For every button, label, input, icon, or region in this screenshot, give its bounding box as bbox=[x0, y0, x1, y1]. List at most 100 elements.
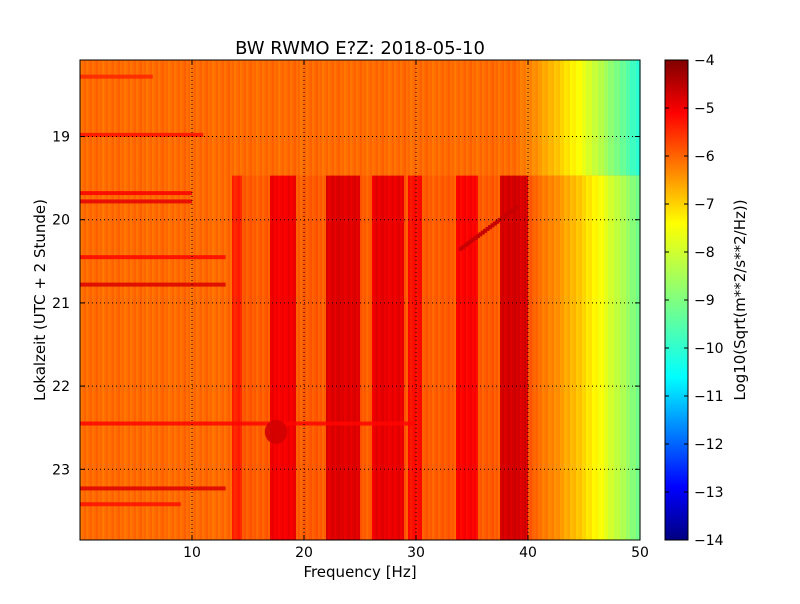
x-axis: 10 20 30 40 50 bbox=[183, 60, 649, 561]
spectrum-column-after bbox=[160, 175, 163, 541]
chirp-segment bbox=[485, 226, 490, 231]
spectrum-column-after bbox=[586, 175, 589, 541]
chirp-segment bbox=[505, 212, 510, 217]
spectrum-column-after bbox=[410, 175, 413, 541]
spectrum-column-before bbox=[170, 60, 173, 176]
chirp-segment bbox=[475, 234, 480, 239]
spectrum-column-before bbox=[636, 60, 639, 176]
spectrum-column-after bbox=[548, 175, 551, 541]
chirp-segment bbox=[502, 214, 507, 219]
spectrum-column-after bbox=[200, 175, 203, 541]
spectrum-column-after bbox=[324, 175, 327, 541]
spectrum-column-after bbox=[342, 175, 345, 541]
horizontal-streak bbox=[80, 282, 226, 287]
spectrum-column-after bbox=[174, 175, 177, 541]
spectrum-column-after bbox=[480, 175, 483, 541]
spectrum-column-after bbox=[632, 175, 635, 541]
spectrum-column-before bbox=[200, 60, 203, 176]
spectrum-column-after bbox=[192, 175, 195, 541]
spectrum-column-before bbox=[80, 60, 83, 176]
spectrum-column-before bbox=[466, 60, 469, 176]
spectrum-column-after bbox=[592, 175, 595, 541]
spectrum-column-before bbox=[588, 60, 591, 176]
spectrum-column-after bbox=[364, 175, 367, 541]
spectrum-column-before bbox=[272, 60, 275, 176]
spectrum-column-before bbox=[98, 60, 101, 176]
spectrum-column-after bbox=[416, 175, 419, 541]
spectrum-column-after bbox=[300, 175, 303, 541]
spectrum-column-after bbox=[560, 175, 563, 541]
spectrum-column-before bbox=[500, 60, 503, 176]
spectrum-column-before bbox=[444, 60, 447, 176]
spectrum-column-after bbox=[502, 175, 505, 541]
spectrum-column-after bbox=[506, 175, 509, 541]
spectrum-column-before bbox=[478, 60, 481, 176]
spectrum-column-before bbox=[550, 60, 553, 176]
spectrum-column-after bbox=[598, 175, 601, 541]
chirp-segment bbox=[461, 245, 466, 250]
spectrum-column-before bbox=[356, 60, 359, 176]
spectrum-column-before bbox=[384, 60, 387, 176]
spectrum-column-before bbox=[616, 60, 619, 176]
chirp-segment bbox=[500, 216, 505, 221]
spectrum-column-after bbox=[258, 175, 261, 541]
horizontal-streak bbox=[80, 74, 153, 79]
spectrum-column-before bbox=[380, 60, 383, 176]
spectrum-column-after bbox=[244, 175, 247, 541]
chirp-segment bbox=[463, 243, 468, 248]
horizontal-streak bbox=[80, 132, 204, 137]
spectrum-column-before bbox=[526, 60, 529, 176]
spectrum-column-before bbox=[180, 60, 183, 176]
spectrum-column-before bbox=[94, 60, 97, 176]
spectrum-column-before bbox=[518, 60, 521, 176]
spectrum-column-before bbox=[484, 60, 487, 176]
colorbar-tick-label: −13 bbox=[694, 485, 724, 501]
spectrum-column-before bbox=[448, 60, 451, 176]
spectrum-column-after bbox=[122, 175, 125, 541]
spectrum-column-before bbox=[612, 60, 615, 176]
chirp-segment bbox=[468, 239, 473, 244]
spectrum-column-after bbox=[546, 175, 549, 541]
y-tick-label: 19 bbox=[52, 130, 70, 146]
spectrum-column-before bbox=[556, 60, 559, 176]
spectrum-column-before bbox=[280, 60, 283, 176]
spectrum-column-before bbox=[164, 60, 167, 176]
spectrum-column-after bbox=[612, 175, 615, 541]
spectrum-column-after bbox=[332, 175, 335, 541]
spectrum-column-after bbox=[446, 175, 449, 541]
spectrum-column-after bbox=[170, 175, 173, 541]
spectrum-column-after bbox=[254, 175, 257, 541]
spectrum-column-before bbox=[304, 60, 307, 176]
spectrum-column-after bbox=[288, 175, 291, 541]
spectrum-column-after bbox=[204, 175, 207, 541]
spectrum-column-after bbox=[432, 175, 435, 541]
spectrum-column-before bbox=[282, 60, 285, 176]
spectrum-column-before bbox=[554, 60, 557, 176]
spectrum-column-before bbox=[440, 60, 443, 176]
x-tick-label: 40 bbox=[519, 545, 537, 561]
spectrum-column-after bbox=[154, 175, 157, 541]
spectrum-column-after bbox=[518, 175, 521, 541]
spectrum-column-before bbox=[580, 60, 583, 176]
spectrum-column-before bbox=[330, 60, 333, 176]
spectrum-column-before bbox=[202, 60, 205, 176]
spectrum-column-before bbox=[468, 60, 471, 176]
spectrum-column-before bbox=[178, 60, 181, 176]
spectrum-column-before bbox=[402, 60, 405, 176]
chirp-segment bbox=[473, 235, 478, 240]
spectrum-column-after bbox=[482, 175, 485, 541]
horizontal-streak bbox=[80, 191, 192, 196]
spectrum-column-after bbox=[420, 175, 423, 541]
spectrum-column-after bbox=[316, 175, 319, 541]
spectrum-column-after bbox=[386, 175, 389, 541]
spectrum-column-after bbox=[514, 175, 517, 541]
spectrum-column-before bbox=[548, 60, 551, 176]
spectrum-column-before bbox=[100, 60, 103, 176]
spectrum-column-before bbox=[292, 60, 295, 176]
spectrum-column-after bbox=[218, 175, 221, 541]
spectrum-column-before bbox=[342, 60, 345, 176]
spectrum-column-before bbox=[190, 60, 193, 176]
spectrum-column-before bbox=[564, 60, 567, 176]
spectrum-column-before bbox=[148, 60, 151, 176]
